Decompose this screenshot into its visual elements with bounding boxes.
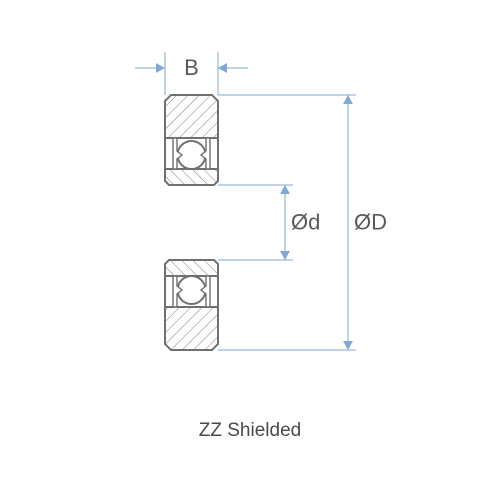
label-inner-diameter: Ød [291, 210, 320, 235]
label-width: B [184, 55, 199, 80]
diagram-canvas: B Ød ØD ZZ Shielded [0, 0, 500, 500]
label-outer-diameter: ØD [354, 210, 387, 235]
bearing-body [165, 95, 218, 350]
diagram-caption: ZZ Shielded [0, 420, 500, 442]
